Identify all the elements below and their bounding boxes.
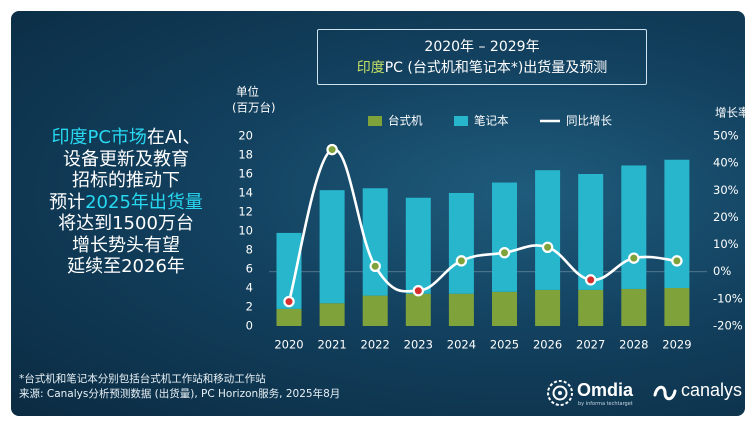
x-axis-tick: 2026 xyxy=(533,338,562,352)
bar-desktop xyxy=(448,293,474,326)
legend-swatch-desktop xyxy=(368,116,382,126)
bar-desktop xyxy=(405,293,431,326)
footnote: *台式机和笔记本分别包括台式机工作站和移动工作站 来源: Canalys分析预测… xyxy=(19,372,340,402)
headline-line-5: 将达到1500万台 xyxy=(58,213,194,234)
right-axis-tick: 40% xyxy=(713,156,739,170)
bar-notebook xyxy=(621,165,647,289)
left-axis-tick: 14 xyxy=(238,186,253,200)
headline-line-7: 延续至2026年 xyxy=(67,256,185,277)
canalys-logo-icon xyxy=(653,385,677,401)
headline-text-part: 在AI、 xyxy=(146,127,201,148)
left-axis-tick: 12 xyxy=(238,205,253,219)
headline-line-2: 设备更新及教育 xyxy=(63,148,189,170)
x-axis-tick: 2027 xyxy=(576,338,605,352)
x-axis-tick: 2021 xyxy=(317,338,346,352)
growth-point xyxy=(585,274,597,286)
legend-label-notebook: 笔记本 xyxy=(474,114,509,128)
right-axis-tick: 0% xyxy=(713,264,731,278)
x-axis-tick: 2020 xyxy=(274,338,303,352)
headline-highlight: 印度PC市场 xyxy=(51,127,147,148)
bar-desktop xyxy=(319,303,345,326)
right-axis-tick: 20% xyxy=(713,210,739,224)
chart-title-years: 2020年 – 2029年 xyxy=(424,39,540,55)
growth-point xyxy=(283,295,295,308)
x-axis-tick: 2023 xyxy=(404,338,433,352)
headline-line-4: 预计2025年出货量 xyxy=(15,192,237,214)
title-rest: PC (台式机和笔记本*)出货量及预测 xyxy=(384,60,608,76)
x-axis-tick: 2028 xyxy=(619,338,648,352)
headline-text-part: 预计 xyxy=(49,191,86,213)
left-axis-tick: 2 xyxy=(246,300,253,314)
bar-desktop xyxy=(492,291,517,326)
left-axis-tick: 0 xyxy=(246,319,253,333)
right-axis-tick: 30% xyxy=(713,183,739,197)
left-axis-tick: 10 xyxy=(238,224,253,238)
right-axis-tick: 50% xyxy=(713,129,739,143)
left-axis-tick: 20 xyxy=(238,129,253,143)
growth-point xyxy=(541,241,554,253)
headline-line-6: 增长势头有望 xyxy=(72,234,180,256)
left-axis-label-unit: (百万台) xyxy=(232,101,275,115)
x-axis-tick: 2025 xyxy=(490,338,519,352)
chart-title-subject: 印度PC (台式机和笔记本*)出货量及预测 xyxy=(318,59,646,77)
headline-line-3: 招标的推动下 xyxy=(72,170,180,191)
right-axis-tick: -20% xyxy=(713,319,743,333)
x-axis-tick: 2022 xyxy=(361,338,390,352)
right-axis-tick: -10% xyxy=(713,291,743,305)
growth-point xyxy=(498,247,511,259)
x-axis-tick: 2029 xyxy=(662,338,691,352)
bar-notebook xyxy=(664,159,690,288)
bar-desktop xyxy=(664,288,690,326)
bar-desktop xyxy=(276,308,302,326)
legend-label-desktop: 台式机 xyxy=(388,114,423,128)
footnote-source: 来源: Canalys分析预测数据 (出货量), PC Horizon服务, 2… xyxy=(19,388,341,400)
headline-highlight: 2025年出货量 xyxy=(85,191,203,213)
left-axis-tick: 18 xyxy=(238,148,253,162)
right-axis-label: 增长率 xyxy=(715,106,745,120)
bar-notebook xyxy=(448,193,474,294)
legend-label-growth: 同比增长 xyxy=(566,114,612,128)
right-axis-tick: 10% xyxy=(713,237,739,251)
left-axis-tick: 8 xyxy=(246,243,253,257)
growth-line xyxy=(287,148,678,302)
bar-desktop xyxy=(535,289,561,326)
growth-point xyxy=(326,143,338,156)
bar-notebook xyxy=(492,182,517,292)
bar-desktop xyxy=(362,295,388,326)
growth-point xyxy=(671,255,683,267)
bar-notebook xyxy=(405,197,431,294)
growth-point xyxy=(412,285,424,297)
growth-point xyxy=(455,255,468,267)
left-axis-label: 单位 xyxy=(236,85,259,99)
shipment-chart: 0 2 4 6 8 10 12 14 16 18 20 -20% -10% 0% 10% 20% 30% 40% 5… xyxy=(232,85,745,352)
legend-swatch-notebook xyxy=(454,116,468,126)
left-axis-tick: 16 xyxy=(238,167,253,181)
title-highlight: 印度 xyxy=(356,60,385,76)
omdia-logo-icon xyxy=(547,380,573,406)
omdia-logo-text: Omdia xyxy=(577,380,634,400)
growth-point xyxy=(369,260,381,272)
bar-notebook xyxy=(578,174,604,290)
x-axis-tick: 2024 xyxy=(447,338,476,352)
omdia-logo-subtext: by informa techtarget xyxy=(578,401,633,407)
footnote-definition: *台式机和笔记本分别包括台式机工作站和移动工作站 xyxy=(19,373,266,385)
bar-notebook xyxy=(535,170,561,290)
bar-notebook xyxy=(319,190,345,304)
headline-line-1: 印度PC市场在AI、 xyxy=(15,127,237,149)
left-axis-tick: 6 xyxy=(246,262,253,276)
canalys-logo-text: canalys xyxy=(681,380,743,400)
chart-title-box: 2020年 – 2029年 印度PC (台式机和笔记本*)出货量及预测 xyxy=(317,29,647,85)
growth-point xyxy=(628,252,640,264)
slide: 2020年 – 2029年 印度PC (台式机和笔记本*)出货量及预测 印度PC… xyxy=(11,11,745,416)
bar-desktop xyxy=(578,289,604,326)
bar-desktop xyxy=(621,288,647,326)
headline-text: 印度PC市场在AI、 设备更新及教育 招标的推动下 预计2025年出货量 将达到… xyxy=(15,127,237,278)
left-axis-tick: 4 xyxy=(246,281,253,295)
